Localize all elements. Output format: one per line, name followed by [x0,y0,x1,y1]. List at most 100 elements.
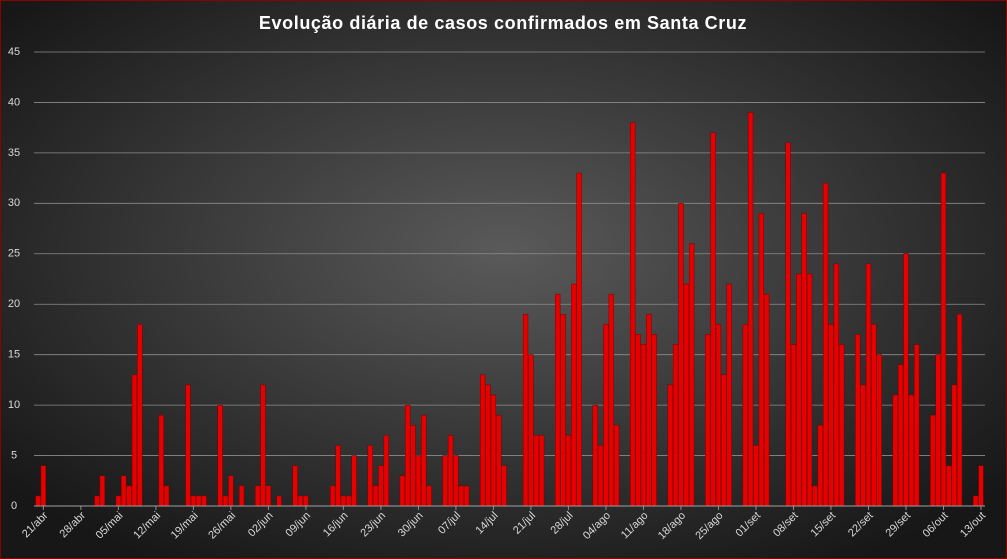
bar [726,283,732,507]
bar [897,364,904,507]
bar [442,455,448,507]
y-tick-label: 35 [8,147,20,159]
bar [614,425,620,507]
bar [683,283,689,507]
bar [640,344,647,507]
bar [228,475,234,507]
bar [190,495,197,507]
bar [276,495,282,507]
bar [715,324,722,507]
bar [463,485,470,507]
bar [490,394,497,507]
bar [201,495,207,507]
bar [705,334,711,507]
bar [538,435,545,507]
bar [458,485,464,507]
bar [378,465,384,507]
bar [238,485,245,507]
bar [935,354,941,507]
bar [335,445,341,507]
bar [946,465,952,507]
bar [828,324,834,507]
bar [742,324,748,507]
bar [340,495,347,507]
bar [480,374,486,507]
y-tick-label: 5 [11,449,17,461]
bar [265,485,272,507]
bar [40,465,47,507]
y-tick-label: 20 [8,298,20,310]
bar [672,344,679,507]
bar [560,314,566,507]
bar [410,425,416,507]
bar [855,334,861,507]
bar [222,495,229,507]
bar [35,495,41,507]
bar [131,374,138,507]
bar [255,485,261,507]
bar [196,495,202,507]
bar [163,485,170,507]
bar [608,293,614,507]
bar [817,425,823,507]
bar [485,384,491,507]
bar [330,485,336,507]
bar [99,475,105,507]
bar [303,495,309,507]
bar [522,314,529,507]
bar [367,445,373,507]
bar [346,495,352,507]
bar [415,455,422,507]
bar [565,435,572,507]
bar [217,404,223,507]
bar [689,243,695,507]
y-tick-label: 15 [8,349,20,361]
bar [635,334,641,507]
bar [603,324,609,507]
bar [533,435,539,507]
bar [571,283,577,507]
bar [185,384,191,507]
bar [892,394,898,507]
bar [956,314,963,507]
bar [555,293,561,507]
bar [651,334,657,507]
bar [260,384,266,507]
bar [297,495,304,507]
chart-title: Evolução diária de casos confirmados em … [259,13,747,33]
bar [812,485,818,507]
bar [908,394,914,507]
bar [383,435,389,507]
bar [137,324,143,507]
bar [747,112,754,507]
bar [158,414,164,507]
bar [646,314,652,507]
bar [978,465,984,507]
bar [721,374,727,507]
bar [501,465,507,507]
bar [372,485,379,507]
bar [421,414,427,507]
bar [839,344,845,507]
bar [351,455,357,507]
bar [496,414,502,507]
bar [753,445,759,507]
bar [833,263,839,507]
bar [94,495,100,507]
y-tick-label: 25 [8,248,20,260]
bar [806,273,813,507]
y-tick-label: 0 [11,500,17,512]
bar [790,344,797,507]
bar [972,495,979,507]
bar [121,475,127,507]
bar [292,465,298,507]
y-tick-label: 10 [8,399,20,411]
bar [592,404,598,507]
bar [801,213,807,507]
bar [796,273,802,507]
bar [764,293,770,507]
y-tick-label: 30 [8,197,20,209]
bar [785,142,791,507]
bar [453,455,459,507]
